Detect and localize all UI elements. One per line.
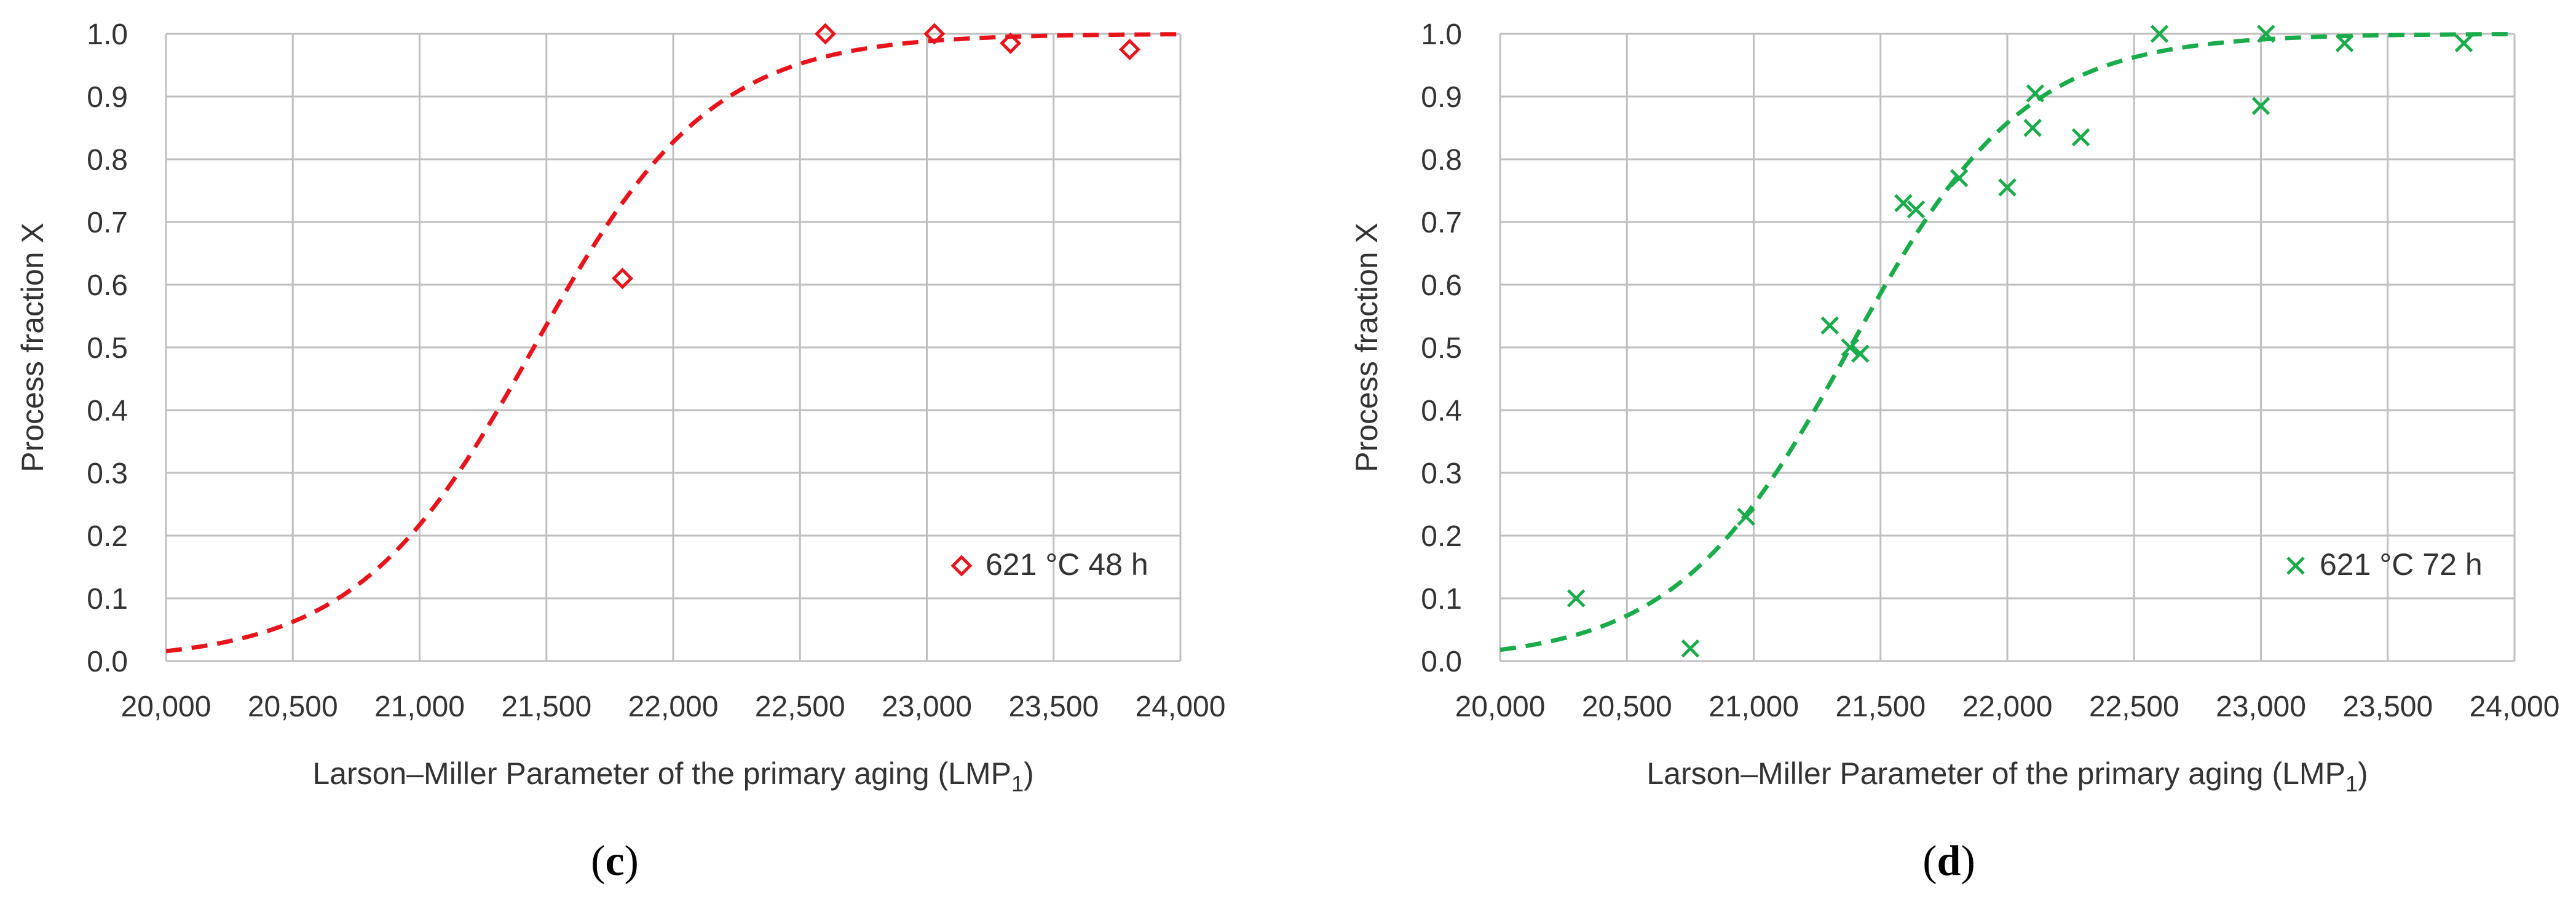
data-point	[2454, 34, 2473, 53]
y-tick-label: 0.5	[1421, 332, 1462, 365]
x-tick-label: 22,500	[755, 691, 845, 723]
legend-symbol	[2286, 556, 2305, 575]
x-tick-label: 22,500	[2089, 691, 2179, 723]
y-tick-label: 0.2	[87, 520, 128, 553]
y-axis-title: Process fraction X	[1349, 223, 1384, 472]
legend: 621 °C 72 h	[2286, 547, 2483, 582]
data-point	[2251, 97, 2270, 116]
legend-label: 621 °C 72 h	[2320, 547, 2483, 582]
x-tick-label: 23,500	[2342, 691, 2433, 723]
x-tick-label: 24,000	[2470, 691, 2560, 723]
legend-label: 621 °C 48 h	[986, 547, 1148, 582]
x-tick-label: 23,000	[2216, 691, 2306, 723]
panel-label: (c)	[591, 838, 639, 885]
y-tick-label: 0.4	[87, 395, 128, 427]
data-point	[2150, 25, 2169, 43]
y-tick-label: 0.9	[1421, 81, 1462, 114]
tick-labels: 20,000 20,500 21,000 21,500 22,000 22,500 23,0…	[87, 18, 1225, 723]
x-axis-title: Larson–Miller Parameter of the primary a…	[312, 756, 1033, 796]
data-point	[1118, 38, 1141, 61]
series-layer	[165, 23, 1181, 654]
y-tick-label: 0.3	[87, 457, 128, 490]
x-tick-label: 20,500	[248, 691, 338, 723]
data-point	[611, 267, 634, 290]
data-point	[1894, 194, 1913, 213]
x-tick-label: 21,000	[1709, 691, 1799, 723]
chart-panel-d: 20,000 20,500 21,000 21,500 22,000 22,500 23,0…	[1349, 18, 2559, 885]
x-tick-label: 24,000	[1136, 691, 1226, 723]
data-point	[1950, 168, 1969, 188]
data-point	[1567, 589, 1586, 608]
y-tick-label: 0.5	[87, 332, 128, 365]
tick-labels: 20,000 20,500 21,000 21,500 22,000 22,500 23,0…	[1421, 18, 2559, 723]
x-tick-label: 21,500	[501, 691, 591, 723]
x-tick-label: 21,500	[1835, 691, 1926, 723]
data-point	[923, 23, 946, 45]
x-axis-title: Larson–Miller Parameter of the primary a…	[1646, 756, 2368, 796]
y-tick-label: 1.0	[1421, 18, 1462, 51]
fit-curve	[1499, 32, 2515, 652]
y-tick-label: 1.0	[87, 18, 128, 51]
y-tick-label: 0.4	[1421, 395, 1462, 427]
y-tick-label: 0.0	[87, 646, 128, 678]
data-point	[1000, 32, 1022, 54]
data-point	[2335, 34, 2354, 53]
data-point	[2026, 84, 2045, 103]
data-point	[1737, 507, 1755, 526]
y-tick-label: 0.3	[1421, 457, 1462, 490]
y-tick-label: 0.8	[1421, 144, 1462, 176]
y-axis-title: Process fraction X	[15, 223, 50, 472]
x-tick-label: 20,000	[1455, 691, 1546, 723]
y-tick-label: 0.0	[1421, 646, 1462, 678]
data-point	[1841, 338, 1860, 357]
y-tick-label: 0.2	[1421, 520, 1462, 553]
x-tick-label: 23,000	[882, 691, 972, 723]
y-tick-label: 0.7	[87, 207, 128, 239]
x-tick-label: 20,500	[1582, 691, 1672, 723]
chart-panel-c: 20,000 20,500 21,000 21,500 22,000 22,500 23,0…	[15, 18, 1225, 885]
y-tick-label: 0.7	[1421, 207, 1462, 239]
legend-marker-x	[2286, 556, 2305, 575]
data-point	[1681, 639, 1700, 658]
data-point	[814, 23, 837, 45]
series-layer	[1499, 25, 2515, 658]
y-tick-label: 0.8	[87, 144, 128, 176]
y-tick-label: 0.1	[87, 583, 128, 616]
data-point	[2256, 25, 2275, 43]
data-point	[1906, 200, 1926, 219]
y-tick-label: 0.1	[1421, 583, 1462, 616]
y-tick-label: 0.6	[1421, 269, 1462, 302]
data-point	[2023, 119, 2042, 137]
legend-symbol	[950, 555, 973, 577]
data-point	[2071, 128, 2090, 147]
data-point	[1820, 316, 1839, 335]
data-point	[1851, 344, 1870, 363]
panel-label: (d)	[1922, 838, 1975, 885]
y-tick-label: 0.6	[87, 269, 128, 302]
x-tick-label: 21,000	[374, 691, 465, 723]
y-tick-label: 0.9	[87, 81, 128, 114]
x-tick-label: 20,000	[121, 691, 211, 723]
data-point	[1998, 178, 2017, 197]
x-tick-label: 22,000	[1962, 691, 2053, 723]
legend-marker-diamond	[950, 555, 973, 577]
x-tick-label: 23,500	[1008, 691, 1099, 723]
grid-lines	[1499, 33, 2516, 662]
x-tick-label: 22,000	[628, 691, 719, 723]
legend: 621 °C 48 h	[950, 547, 1148, 582]
